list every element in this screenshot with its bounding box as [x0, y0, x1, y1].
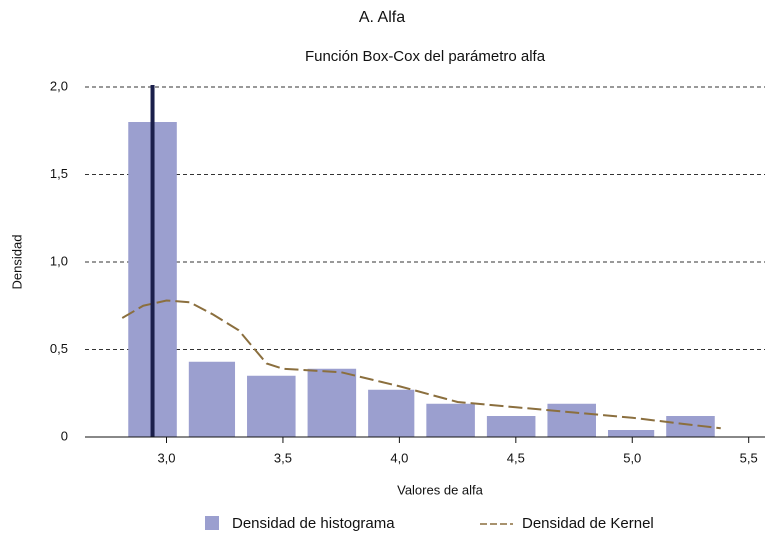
legend-swatch [205, 516, 219, 530]
x-tick-label: 5,5 [740, 450, 758, 465]
bar [666, 416, 715, 437]
x-tick-label: 4,0 [390, 450, 408, 465]
chart-title: A. Alfa [359, 9, 405, 26]
y-axis-label: Densidad [9, 235, 24, 290]
y-tick-label: 2,0 [50, 78, 68, 93]
chart-subtitle: Función Box-Cox del parámetro alfa [305, 48, 546, 65]
bar [607, 430, 655, 437]
x-axis-label: Valores de alfa [397, 482, 484, 497]
y-tick-label: 1,0 [50, 253, 68, 268]
bar [247, 375, 296, 437]
bar [188, 361, 236, 437]
legend-label: Densidad de Kernel [522, 515, 654, 532]
y-tick-label: 0,5 [50, 341, 68, 356]
x-tick-label: 5,0 [623, 450, 641, 465]
kde-line [121, 299, 721, 430]
legend-label: Densidad de histograma [232, 515, 395, 532]
bar [547, 403, 596, 437]
bar [486, 416, 536, 437]
y-tick-label: 0 [61, 428, 68, 443]
x-tick-label: 3,5 [274, 450, 292, 465]
y-tick-label: 1,5 [50, 166, 68, 181]
bar [307, 368, 357, 437]
bar [426, 403, 475, 437]
x-tick-label: 4,5 [507, 450, 525, 465]
bar [368, 389, 415, 437]
x-tick-label: 3,0 [157, 450, 175, 465]
